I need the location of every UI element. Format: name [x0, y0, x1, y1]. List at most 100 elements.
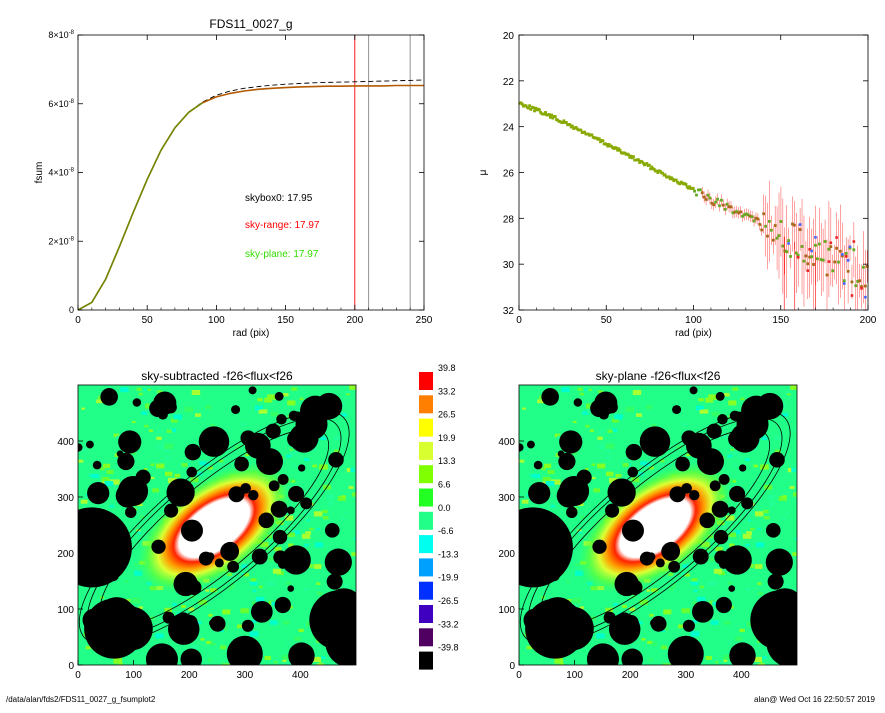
- mu-point-alt: [810, 249, 813, 253]
- image-noise-speck: [613, 603, 619, 606]
- mu-point: [710, 201, 714, 205]
- image-noise-speck: [305, 621, 314, 627]
- image-noise-speck: [791, 467, 797, 473]
- masked-source: [118, 430, 142, 454]
- image-noise-speck: [627, 463, 631, 466]
- masked-core-star: [639, 551, 654, 566]
- image-noise-speck: [585, 424, 590, 428]
- image-noise-speck: [249, 580, 258, 586]
- mu-point: [617, 147, 621, 151]
- image-noise-speck: [292, 530, 300, 535]
- image-noise-speck: [744, 458, 750, 462]
- mu-point: [802, 259, 806, 263]
- colorbar-swatch-12: [419, 651, 433, 670]
- image-noise-speck: [606, 455, 612, 459]
- image-noise-speck: [281, 654, 291, 661]
- masked-source: [326, 573, 343, 590]
- image-noise-speck: [584, 468, 589, 471]
- image-noise-speck: [584, 388, 588, 391]
- colorbar-label-4: 13.3: [438, 456, 456, 466]
- image-noise-speck: [313, 511, 323, 517]
- image-noise-speck: [85, 645, 92, 650]
- colorbar-swatch-4: [419, 465, 433, 484]
- masked-source: [549, 606, 594, 651]
- image-noise-speck: [637, 621, 643, 625]
- image-noise-speck: [281, 525, 285, 528]
- masked-source: [274, 391, 284, 401]
- image-noise-speck: [343, 584, 349, 588]
- mu-point: [789, 255, 792, 258]
- mu-point: [716, 197, 719, 201]
- masked-source: [682, 619, 695, 632]
- image-noise-speck: [663, 609, 672, 615]
- mu-point: [840, 254, 844, 258]
- image-noise-speck: [80, 447, 87, 451]
- image-noise-speck: [572, 420, 577, 424]
- masked-core-star: [198, 551, 213, 566]
- image-noise-speck: [753, 464, 758, 468]
- image-noise-speck: [322, 509, 328, 514]
- mu-point: [632, 155, 635, 159]
- image-noise-speck: [353, 537, 356, 540]
- galaxy-core: [620, 498, 690, 557]
- image-noise-speck: [110, 479, 120, 485]
- image-noise-speck: [640, 461, 648, 466]
- mu-point: [815, 257, 819, 261]
- masked-source: [164, 401, 177, 414]
- mu-point-alt: [787, 242, 790, 245]
- image-noise-speck: [287, 400, 296, 406]
- mu-point: [528, 104, 532, 108]
- masked-source: [715, 391, 725, 401]
- mu-ytick-label: 26: [503, 169, 515, 180]
- image-noise-speck: [208, 613, 213, 617]
- mu-point: [700, 191, 704, 195]
- image-noise-speck: [205, 405, 212, 409]
- masked-source: [108, 606, 153, 651]
- masked-source: [765, 523, 781, 538]
- masked-source: [286, 506, 295, 515]
- image-noise-speck: [156, 445, 164, 450]
- fsum-xtick-label: 100: [208, 315, 225, 326]
- image-noise-speck: [286, 454, 291, 458]
- masked-source: [248, 386, 257, 395]
- mu-point-alt: [814, 236, 817, 239]
- mu-point: [758, 223, 762, 226]
- mu-point: [792, 223, 796, 227]
- mu-point: [779, 220, 783, 223]
- image-xtick-label: 200: [622, 670, 639, 681]
- image-noise-speck: [333, 435, 341, 440]
- mu-point: [800, 245, 804, 248]
- masked-core-star: [669, 486, 686, 503]
- image-noise-speck: [240, 422, 246, 426]
- colorbar-label-10: -26.5: [438, 596, 459, 606]
- image-noise-speck: [787, 390, 792, 394]
- masked-source: [655, 558, 665, 568]
- image-noise-speck: [234, 445, 241, 449]
- image-noise-speck: [166, 429, 172, 433]
- mu-point-alt: [844, 255, 848, 258]
- mu-point: [842, 279, 846, 283]
- mu-ytick-label: 28: [503, 214, 515, 225]
- image-noise-speck: [318, 661, 323, 664]
- image-noise-speck: [289, 448, 293, 451]
- image-noise-speck: [131, 597, 141, 604]
- mu-ytick-label: 32: [503, 306, 515, 317]
- image-noise-speck: [270, 411, 279, 417]
- image-noise-speck: [630, 644, 640, 650]
- image-noise-speck: [322, 516, 329, 520]
- mu-point: [627, 153, 630, 157]
- image-noise-speck: [661, 645, 668, 650]
- image-noise-speck: [348, 485, 354, 489]
- mu-point: [538, 108, 541, 112]
- image-noise-speck: [651, 423, 657, 427]
- image-noise-speck: [715, 661, 719, 664]
- masked-source: [241, 619, 254, 632]
- image-noise-speck: [307, 519, 311, 522]
- masked-source: [715, 596, 732, 614]
- mu-point: [696, 188, 700, 192]
- image-noise-speck: [651, 588, 658, 593]
- image-noise-speck: [157, 430, 163, 434]
- image-noise-speck: [759, 661, 764, 664]
- mu-point: [614, 146, 618, 150]
- mu-point: [760, 228, 764, 232]
